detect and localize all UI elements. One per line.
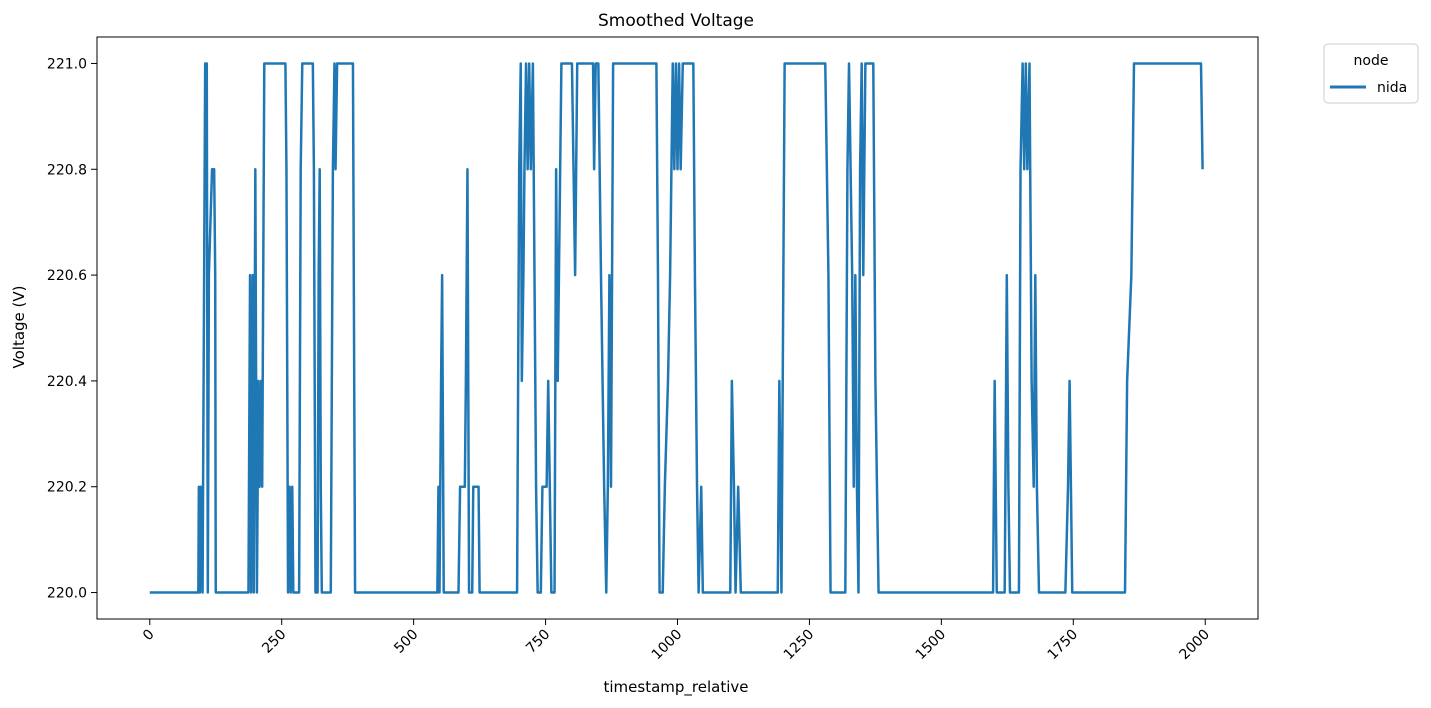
x-axis-label: timestamp_relative: [604, 678, 749, 697]
legend: node nida: [1323, 43, 1419, 104]
y-tick-label: 220.6: [47, 268, 87, 284]
y-axis: 220.0 220.2 220.4 220.6 220.8 221.0: [47, 56, 97, 602]
y-tick-label: 221.0: [47, 56, 87, 72]
y-tick-label: 220.8: [47, 162, 87, 178]
chart-title: Smoothed Voltage: [598, 11, 754, 31]
y-tick-label: 220.0: [47, 586, 87, 602]
legend-entry-nida: nida: [1377, 80, 1407, 96]
legend-title: node: [1354, 53, 1389, 69]
series-line-nida: [149, 62, 1204, 594]
y-axis-label: Voltage (V): [10, 286, 28, 369]
y-tick-label: 220.2: [47, 480, 87, 496]
y-tick-label: 220.4: [47, 374, 87, 390]
